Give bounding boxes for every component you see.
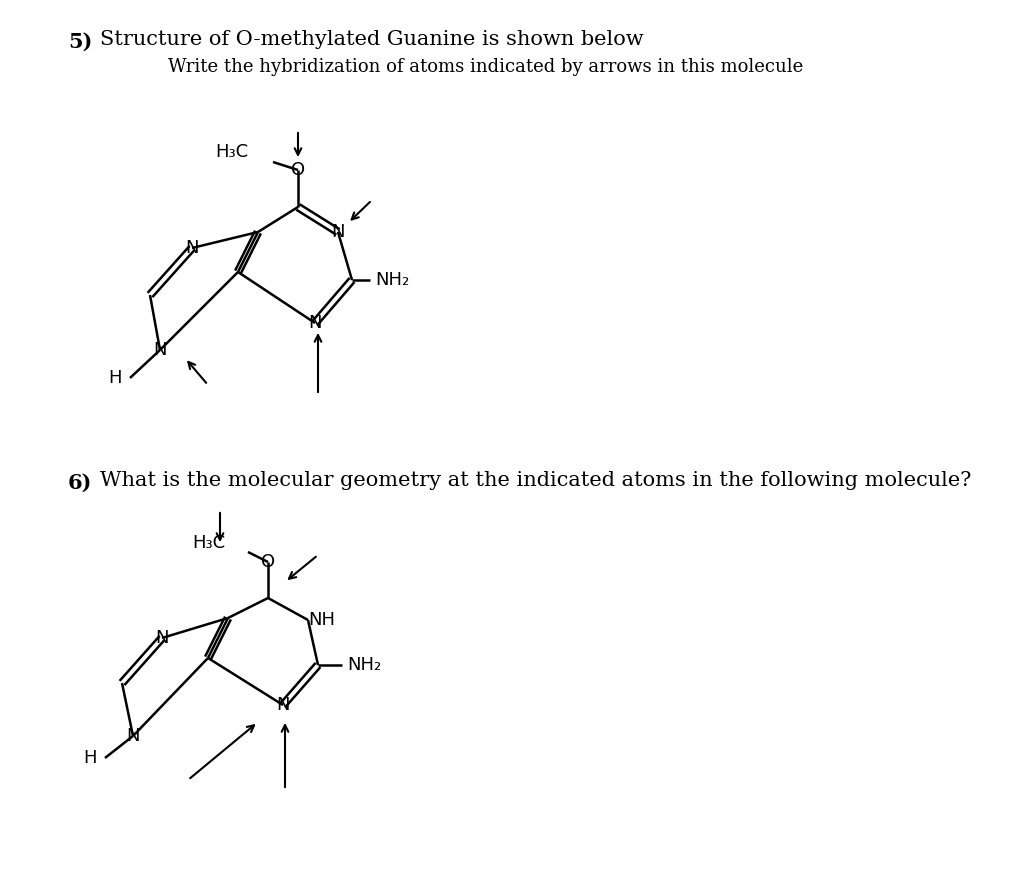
- Text: 5): 5): [68, 32, 92, 52]
- Text: N: N: [185, 239, 199, 257]
- Text: NH₂: NH₂: [347, 656, 381, 674]
- Text: N: N: [276, 696, 290, 714]
- Text: H₃C: H₃C: [191, 534, 225, 552]
- Text: H₃C: H₃C: [215, 143, 248, 161]
- Text: 6): 6): [68, 473, 92, 493]
- Text: O: O: [261, 553, 275, 571]
- Text: O: O: [291, 161, 305, 179]
- Text: N: N: [308, 314, 322, 332]
- Text: N: N: [154, 341, 167, 359]
- Text: Structure of O-methylated Guanine is shown below: Structure of O-methylated Guanine is sho…: [100, 30, 644, 49]
- Text: NH₂: NH₂: [375, 271, 410, 289]
- Text: N: N: [126, 727, 139, 745]
- Text: Write the hybridization of atoms indicated by arrows in this molecule: Write the hybridization of atoms indicat…: [168, 58, 803, 76]
- Text: What is the molecular geometry at the indicated atoms in the following molecule?: What is the molecular geometry at the in…: [100, 471, 972, 490]
- Text: N: N: [156, 629, 169, 647]
- Text: H: H: [109, 369, 122, 387]
- Text: N: N: [331, 223, 345, 241]
- Text: H: H: [84, 749, 97, 767]
- Text: NH: NH: [308, 611, 335, 629]
